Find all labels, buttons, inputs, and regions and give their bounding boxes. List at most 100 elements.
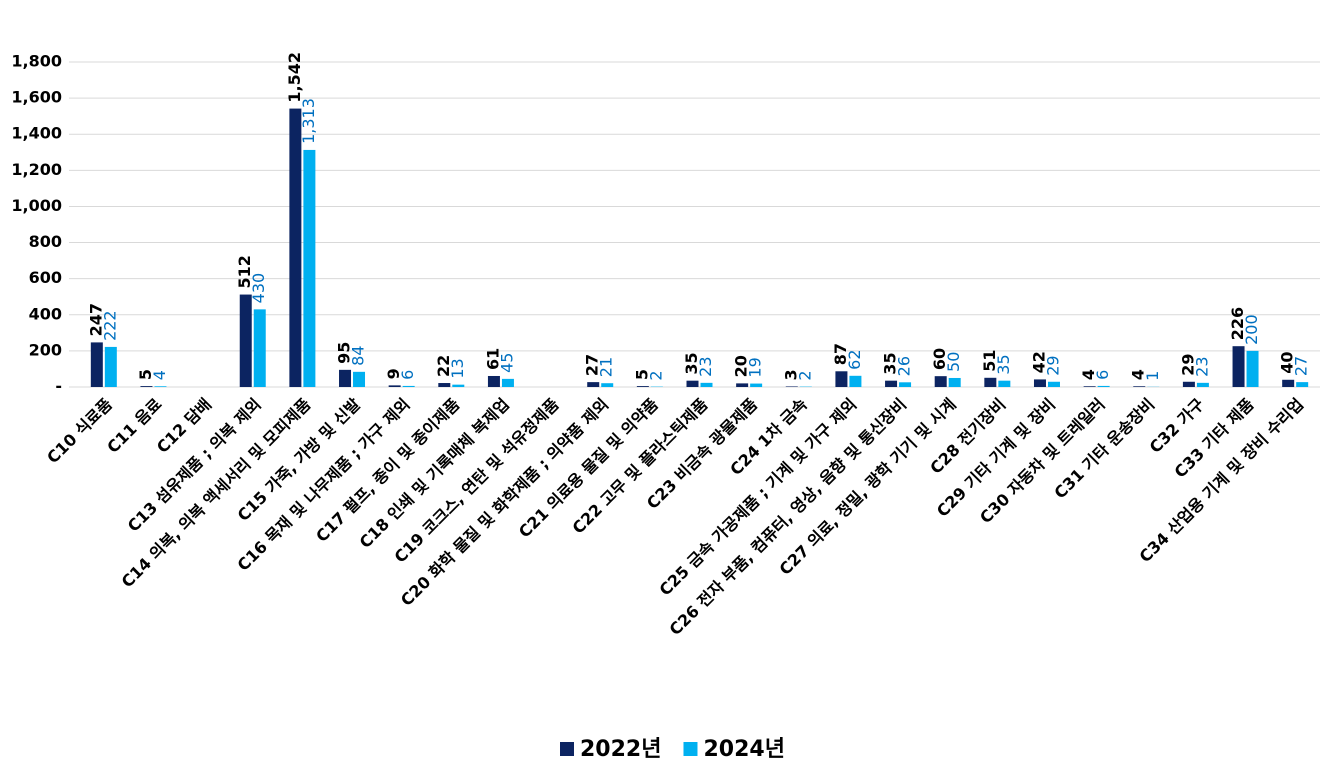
y-tick-label: 1,000 (11, 196, 62, 215)
value-label: 20 (732, 355, 751, 377)
value-label: 2 (795, 370, 814, 380)
value-label: 45 (497, 353, 516, 373)
value-label: 87 (831, 343, 850, 365)
value-label: 35 (682, 352, 701, 374)
value-label: 42 (1029, 351, 1048, 373)
bar (339, 369, 352, 387)
value-label: 4 (1129, 369, 1148, 380)
value-label: 200 (1242, 314, 1261, 345)
value-label: 5 (632, 369, 651, 380)
value-label: 6 (1093, 370, 1112, 380)
bar (402, 385, 415, 387)
bar (487, 375, 500, 387)
value-label: 247 (86, 303, 105, 336)
value-label: 22 (434, 355, 453, 377)
value-label: 60 (930, 348, 949, 370)
bar (785, 386, 798, 387)
bar (1196, 382, 1209, 387)
bar (104, 346, 117, 387)
value-label: 23 (696, 356, 715, 376)
y-tick-label: 1,200 (11, 160, 62, 179)
y-tick-label: - (55, 377, 62, 396)
value-label: 27 (1292, 356, 1311, 376)
legend-swatch (683, 742, 698, 756)
value-label: 1 (1143, 371, 1162, 381)
value-label: 50 (944, 352, 963, 372)
bar (1182, 381, 1195, 387)
value-label: 29 (1178, 353, 1197, 375)
bar (90, 342, 103, 387)
bar (1133, 386, 1146, 387)
value-label: 6 (398, 370, 417, 380)
bar (388, 385, 401, 387)
bar (899, 382, 912, 387)
value-label: 9 (384, 368, 403, 379)
value-label: 5 (136, 369, 155, 380)
value-label: 19 (746, 357, 765, 377)
value-label: 21 (597, 357, 616, 377)
y-tick-label: 1,800 (11, 52, 62, 71)
bar (239, 294, 252, 387)
value-label: 3 (781, 369, 800, 380)
value-label: 35 (881, 352, 900, 374)
bar (885, 380, 898, 387)
x-tick-label: C26 전자 부품, 컴퓨터, 영상, 음향 및 통신장비 (666, 395, 910, 639)
y-tick-label: 400 (29, 304, 62, 323)
bar (686, 380, 699, 387)
value-label: 222 (100, 310, 119, 341)
bar (289, 108, 302, 387)
bar (1282, 379, 1295, 387)
bar (1246, 350, 1259, 387)
value-label: 4 (1079, 369, 1098, 380)
bar (1033, 379, 1046, 387)
bar (1047, 381, 1060, 387)
value-label: 430 (249, 273, 268, 304)
bar (438, 383, 451, 387)
value-label: 4 (150, 370, 169, 380)
legend-label: 2024년 (703, 737, 784, 762)
value-label: 1,313 (299, 98, 318, 144)
value-label: 29 (1043, 355, 1062, 375)
legend-label: 2022년 (580, 737, 661, 762)
bar (934, 376, 947, 387)
bar (998, 380, 1011, 387)
value-label: 51 (980, 350, 999, 372)
bar (984, 377, 997, 387)
bar (452, 384, 465, 387)
bar (948, 377, 961, 387)
bar (736, 383, 749, 387)
bar (1296, 382, 1309, 387)
bar (700, 382, 713, 387)
bar (587, 382, 600, 387)
value-label: 40 (1278, 352, 1297, 374)
bar (835, 371, 848, 387)
value-label: 27 (583, 354, 602, 376)
value-label: 23 (1192, 356, 1211, 376)
bar (849, 375, 862, 387)
bar (140, 386, 153, 387)
value-label: 1,542 (285, 52, 304, 103)
y-tick-label: 1,600 (11, 88, 62, 107)
bar (303, 149, 316, 387)
value-label: 62 (845, 349, 864, 369)
value-label: 26 (895, 356, 914, 376)
bar (353, 371, 366, 387)
legend-swatch (560, 742, 574, 756)
value-label: 84 (349, 345, 368, 365)
value-label: 13 (448, 358, 467, 378)
x-tick-label: C10 식료품 (43, 394, 116, 467)
bar (1232, 346, 1245, 387)
bar (253, 309, 266, 387)
value-label: 95 (335, 342, 354, 364)
bar (1097, 385, 1110, 387)
bar (601, 383, 614, 387)
value-label: 61 (483, 348, 502, 370)
y-tick-label: 200 (29, 340, 62, 359)
value-label: 512 (235, 255, 254, 288)
bar (750, 383, 763, 387)
value-label: 35 (994, 354, 1013, 374)
value-label: 226 (1228, 307, 1247, 340)
bar (501, 378, 514, 387)
y-tick-label: 1,400 (11, 124, 62, 143)
